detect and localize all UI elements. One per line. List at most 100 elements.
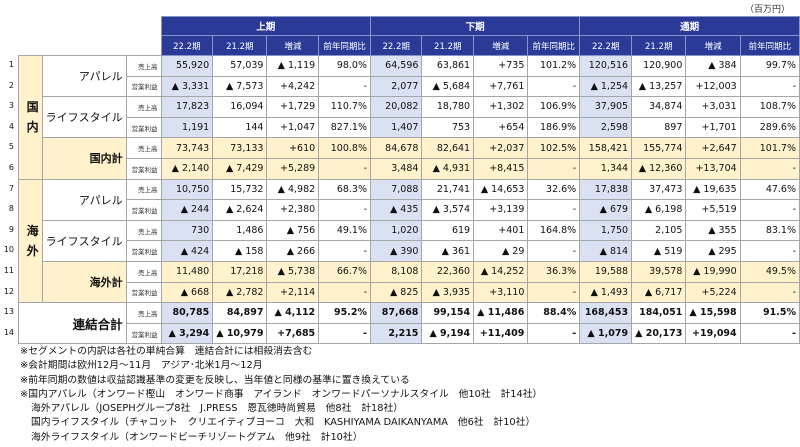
- column-header: 増減: [266, 35, 320, 56]
- value-cell: +5,519: [685, 199, 741, 221]
- value-cell: ▲ 1,493: [579, 281, 633, 304]
- value-cell: +401: [473, 219, 529, 242]
- value-cell: -: [527, 199, 581, 221]
- value-cell: ▲ 825: [369, 281, 423, 304]
- column-header: 22.2期: [369, 35, 423, 56]
- region-label: 国 内: [18, 55, 43, 180]
- value-cell: 1,750: [579, 219, 633, 242]
- value-cell: 73,743: [160, 137, 214, 159]
- metric-label: 売上高: [125, 96, 162, 118]
- value-cell: 34,874: [631, 96, 687, 118]
- column-header-row: 22.2期 21.2期 増減 前年同期比 22.2期 21.2期 増減 前年同期比 22.2期 2…: [18, 35, 800, 56]
- unit-label: （百万円）: [744, 5, 790, 15]
- value-cell: 11,480: [160, 260, 214, 283]
- value-cell: ▲ 3,331: [160, 75, 214, 98]
- value-cell: 37,905: [579, 96, 633, 118]
- value-cell: +11,409: [473, 322, 529, 345]
- value-cell: -: [527, 322, 581, 345]
- column-header: 21.2期: [421, 35, 475, 56]
- value-cell: 16,094: [212, 96, 268, 118]
- value-cell: 95.2%: [318, 302, 371, 324]
- value-cell: 66.7%: [318, 260, 371, 283]
- value-cell: 49.5%: [739, 260, 800, 283]
- value-cell: +2,114: [266, 281, 320, 304]
- row-number: 2: [8, 80, 14, 90]
- value-cell: 84,897: [212, 302, 268, 324]
- value-cell: -: [739, 157, 800, 180]
- value-cell: 106.9%: [527, 96, 581, 118]
- table-row: ライフスタイル 売上高 730 1,486 ▲ 756 49.1% 1,020 619 +401…: [19, 219, 800, 262]
- value-cell: +13,704: [685, 157, 741, 180]
- value-cell: 21,741: [421, 178, 475, 201]
- value-cell: 101.7%: [739, 137, 800, 159]
- value-cell: ▲ 4,982: [266, 178, 320, 201]
- value-cell: +735: [473, 55, 529, 77]
- value-cell: 99.7%: [739, 55, 800, 77]
- row-number: 4: [8, 121, 14, 131]
- row-numbers: 1 2 3 4 5 6 7 8 9 10 11 12 13 14: [0, 55, 18, 343]
- metric-label: 売上高: [125, 219, 162, 242]
- period-header-row: 上期 下期 通期: [18, 16, 800, 36]
- footnote: ※国内アパレル（オンワード樫山 オンワード商事 アイランド オンワードパーソナル…: [20, 388, 543, 400]
- value-cell: +7,685: [266, 322, 320, 345]
- value-cell: +7,761: [473, 75, 529, 98]
- value-cell: -: [318, 75, 371, 98]
- table-row: 営業利益 ▲ 3,331 ▲ 7,573 +4,242-2,077 ▲ 5,684 +7,…: [19, 75, 800, 98]
- value-cell: +12,003: [685, 75, 741, 98]
- metric-label: 売上高: [125, 137, 162, 159]
- value-cell: 101.2%: [527, 55, 581, 77]
- value-cell: 98.0%: [318, 55, 371, 77]
- value-cell: 1,191: [160, 116, 214, 139]
- row-number: 12: [3, 286, 14, 296]
- value-cell: -: [318, 322, 371, 345]
- value-cell: 753: [421, 116, 475, 139]
- value-cell: -: [527, 157, 581, 180]
- value-cell: 8,108: [369, 260, 423, 283]
- value-cell: ▲ 2,624: [212, 199, 268, 221]
- value-cell: 3,484: [369, 157, 423, 180]
- value-cell: 2,598: [579, 116, 633, 139]
- value-cell: -: [318, 157, 371, 180]
- value-cell: -: [739, 281, 800, 304]
- value-cell: ▲ 3,574: [421, 199, 475, 221]
- value-cell: ▲ 361: [421, 240, 475, 262]
- value-cell: -: [739, 322, 800, 345]
- value-cell: 730: [160, 219, 214, 242]
- segment-label: アパレル: [41, 54, 127, 98]
- value-cell: 91.5%: [739, 302, 800, 324]
- value-cell: 17,838: [579, 178, 633, 201]
- value-cell: 39,578: [631, 260, 687, 283]
- metric-label: 営業利益: [125, 322, 162, 345]
- value-cell: ▲ 295: [685, 240, 741, 262]
- period-header: 下期: [369, 16, 581, 36]
- value-cell: 64,596: [369, 55, 423, 77]
- row-number: 6: [8, 162, 14, 172]
- value-cell: ▲ 5,738: [266, 260, 320, 283]
- value-cell: 32.6%: [527, 178, 581, 201]
- value-cell: 20,082: [369, 96, 423, 118]
- column-header: 22.2期: [579, 35, 633, 56]
- value-cell: -: [739, 75, 800, 98]
- value-cell: 2,105: [631, 219, 687, 242]
- value-cell: 18,780: [421, 96, 475, 118]
- value-cell: +2,380: [266, 199, 320, 221]
- value-cell: ▲ 20,173: [631, 322, 687, 345]
- value-cell: 158,421: [579, 137, 633, 159]
- metric-label: 売上高: [125, 55, 162, 77]
- value-cell: ▲ 7,429: [212, 157, 268, 180]
- value-cell: +5,289: [266, 157, 320, 180]
- value-cell: 17,218: [212, 260, 268, 283]
- segment-label: ライフスタイル: [41, 96, 127, 139]
- row-number: 11: [3, 265, 14, 275]
- table-row-total: 連結合計 売上高 80,785 84,897 ▲ 4,112 95.2% 87,668 99,…: [18, 302, 800, 345]
- value-cell: ▲ 2,140: [160, 157, 214, 180]
- column-header: 22.2期: [160, 35, 214, 56]
- value-cell: +1,047: [266, 116, 320, 139]
- value-cell: ▲ 266: [266, 240, 320, 262]
- table-row: 海外計 売上高 11,480 17,218 ▲ 5,738 66.7% 8,108 22,36…: [19, 260, 800, 304]
- value-cell: 827.1%: [318, 116, 371, 139]
- segment-label: 海外計: [41, 260, 127, 304]
- value-cell: ▲ 1,079: [579, 322, 633, 345]
- value-cell: ▲ 19,990: [685, 260, 741, 283]
- value-cell: 2,077: [369, 75, 423, 98]
